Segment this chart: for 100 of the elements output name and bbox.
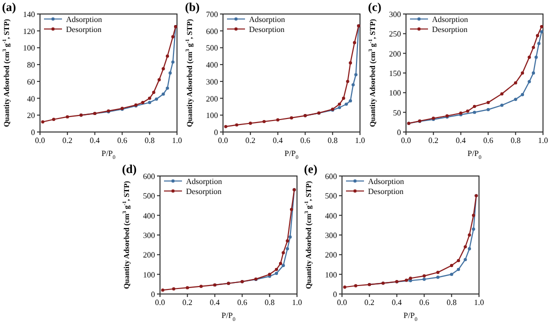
point	[158, 78, 161, 82]
point	[468, 247, 472, 250]
y-tick-label: 300	[389, 10, 401, 19]
point	[532, 71, 536, 75]
legend-label: Desorption	[249, 25, 285, 34]
point	[520, 93, 524, 96]
point	[534, 56, 538, 59]
y-tick-label: 200	[325, 250, 337, 260]
point	[171, 35, 174, 38]
chart-title: (a)	[2, 0, 16, 14]
point	[162, 67, 165, 70]
y-tick-label: 500	[325, 192, 337, 201]
y-tick-label: 200	[206, 94, 218, 104]
legend-label: Adsorption	[368, 177, 404, 186]
point	[536, 34, 540, 38]
y-tick-label: 600	[206, 26, 218, 36]
y-tick-label: 500	[206, 44, 218, 53]
x-axis-title: P/P$_{0}$	[222, 311, 236, 323]
legend-label: Desorption	[432, 25, 468, 34]
point	[450, 272, 454, 276]
point	[290, 116, 294, 120]
legend-label: Desorption	[66, 25, 102, 34]
y-tick-label: 150	[389, 69, 401, 78]
point	[148, 96, 152, 100]
x-tick-label: 0.0	[155, 298, 165, 307]
y-tick-label: 100	[325, 270, 337, 280]
chart-title: (b)	[185, 0, 200, 14]
point	[422, 278, 426, 281]
x-tick-label: 0.4	[210, 298, 220, 307]
y-tick-label: 100	[143, 270, 155, 280]
y-tick-label: 0	[31, 128, 35, 137]
point	[278, 262, 282, 266]
point	[276, 118, 280, 122]
point	[464, 245, 467, 248]
x-axis-title: P/P$_{0}$	[284, 149, 299, 161]
x-tick-label: 1.0	[292, 298, 302, 307]
point	[66, 115, 69, 118]
y-tick-label: 700	[206, 10, 218, 19]
y-tick-label: 200	[143, 250, 155, 260]
point	[404, 278, 408, 282]
y-tick-label: 100	[23, 44, 35, 53]
point	[354, 284, 358, 288]
point	[486, 100, 490, 104]
legend-label: Desorption	[368, 187, 404, 196]
point	[450, 264, 454, 268]
y-tick-label: 400	[143, 211, 155, 220]
point	[274, 272, 278, 275]
point	[286, 239, 290, 242]
point	[141, 100, 144, 104]
y-tick-label: 300	[206, 77, 218, 86]
point	[200, 284, 203, 288]
point	[468, 233, 472, 237]
x-tick-label: 0.0	[337, 298, 347, 307]
x-tick-label: 1.0	[474, 298, 484, 307]
point	[532, 46, 536, 50]
x-tick-label: 0.4	[456, 136, 466, 145]
point	[354, 73, 358, 76]
y-tick-label: 300	[325, 231, 337, 240]
point	[235, 123, 238, 127]
y-tick-label: 100	[389, 88, 401, 98]
x-tick-label: 0.2	[364, 298, 374, 307]
x-tick-label: 0.6	[483, 136, 494, 145]
x-tick-label: 0.0	[218, 136, 228, 145]
point	[436, 270, 440, 274]
point	[168, 71, 172, 75]
line-series	[41, 25, 178, 124]
legend-label: Adsorption	[186, 177, 222, 186]
y-tick-label: 50	[393, 108, 401, 118]
y-tick-label: 600	[325, 172, 337, 181]
x-tick-label: 0.0	[35, 136, 45, 145]
x-tick-label: 0.2	[428, 136, 438, 145]
point	[348, 61, 352, 64]
x-tick-label: 1.0	[172, 136, 182, 145]
point	[537, 42, 540, 46]
point	[514, 81, 518, 84]
point	[486, 108, 490, 112]
y-tick-label: 500	[143, 192, 155, 201]
x-axis-title: P/P$_{0}$	[468, 149, 482, 161]
point	[342, 96, 346, 100]
y-tick-label: 40	[27, 94, 35, 104]
y-tick-label: 140	[23, 10, 35, 19]
point	[186, 286, 189, 290]
chart-title: (c)	[368, 0, 382, 14]
point	[540, 24, 544, 28]
point	[262, 120, 266, 124]
point	[338, 106, 342, 110]
y-tick-label: 0	[214, 128, 218, 137]
y-tick-label: 400	[206, 60, 218, 70]
point	[338, 102, 342, 106]
point	[161, 288, 164, 292]
point	[171, 60, 174, 64]
point	[344, 102, 348, 106]
x-tick-label: 0.8	[144, 136, 155, 145]
x-tick-label: 0.6	[237, 298, 248, 307]
x-tick-label: 0.0	[401, 136, 411, 145]
legend-label: Adsorption	[249, 15, 285, 24]
y-tick-label: 0	[397, 128, 401, 137]
point	[464, 258, 467, 262]
legend-label: Adsorption	[432, 15, 468, 24]
x-tick-label: 1.0	[355, 136, 365, 145]
